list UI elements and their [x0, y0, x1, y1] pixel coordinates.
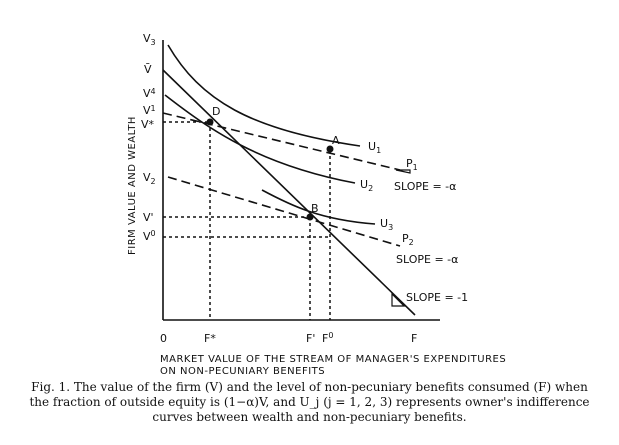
label-slope-p1: SLOPE = -α: [394, 180, 456, 193]
x-axis-title-line2: ON NON-PECUNIARY BENEFITS: [160, 366, 325, 377]
label-point-b: B: [311, 202, 319, 215]
label-fprime: F': [306, 332, 315, 345]
caption-line-1: Fig. 1. The value of the firm (V) and th…: [31, 380, 588, 394]
label-v2: V2: [143, 171, 156, 186]
label-fstar: F*: [204, 332, 216, 345]
label-point-d: D: [212, 105, 220, 118]
point-d-marker: [206, 118, 214, 126]
label-u2: U2: [360, 178, 373, 193]
label-v4: V4: [143, 87, 156, 100]
label-p1: P1: [406, 157, 418, 172]
slope-triangle-budget: [391, 292, 406, 307]
x-axis-title-line1: MARKET VALUE OF THE STREAM OF MANAGER'S …: [160, 354, 506, 365]
caption-line-2: the fraction of outside equity is (1−α)V…: [29, 395, 590, 409]
label-slope-p2: SLOPE = -α: [396, 253, 458, 266]
label-p2: P2: [402, 232, 414, 247]
label-u3: U3: [380, 217, 393, 232]
label-f: F: [411, 332, 417, 345]
label-point-a: A: [332, 134, 340, 147]
slope-triangle-p1: [395, 169, 411, 174]
label-vprime: V': [143, 211, 154, 224]
indifference-curve-u3: [261, 189, 376, 225]
caption-line-3: curves between wealth and non-pecuniary …: [152, 410, 467, 424]
point-a-marker: [326, 145, 334, 153]
guide-lines: [163, 121, 331, 320]
label-v0: V0: [143, 229, 156, 243]
label-slope-budget: SLOPE = -1: [406, 291, 468, 304]
label-vbar: V̄: [144, 63, 152, 76]
label-vstar: V*: [141, 118, 155, 131]
y-axis-title: FIRM VALUE AND WEALTH: [127, 116, 138, 255]
diagram-figure: FIRM VALUE AND WEALTH V3 V̄ V4 V1 V* V2 …: [127, 32, 506, 377]
label-u1: U1: [368, 140, 381, 155]
indifference-curve-u2: [164, 94, 356, 184]
budget-line: [162, 69, 416, 316]
label-v1: V1: [143, 104, 156, 117]
label-f0: F0: [322, 331, 333, 345]
label-origin: 0: [160, 332, 167, 345]
label-v3: V3: [143, 32, 156, 47]
price-line-p2: [167, 176, 401, 247]
figure-caption: Fig. 1. The value of the firm (V) and th…: [0, 380, 619, 425]
price-line-p1: [162, 112, 401, 171]
point-b-marker: [306, 213, 314, 221]
indifference-curve-u1: [167, 44, 361, 147]
